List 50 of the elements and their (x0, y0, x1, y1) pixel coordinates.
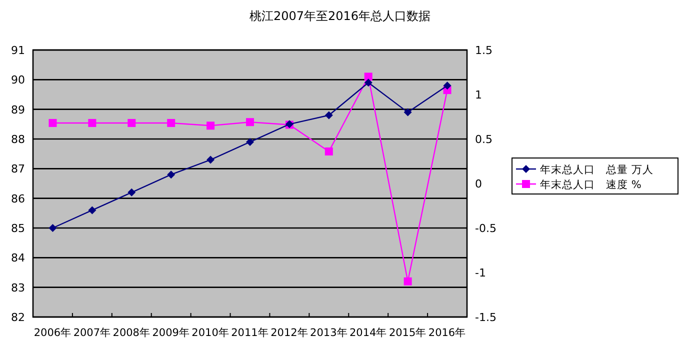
y2-tick-label: 0.5 (475, 133, 492, 146)
y-tick-label: 83 (11, 281, 25, 294)
point (48, 118, 57, 127)
x-tick-label: 2006年 (34, 327, 72, 339)
y-tick-label: 88 (11, 133, 25, 146)
point (167, 118, 176, 127)
point (324, 111, 333, 120)
x-tick-label: 2012年 (270, 327, 308, 339)
point (364, 78, 372, 87)
point (167, 170, 176, 179)
y-tick-label: 86 (11, 192, 25, 206)
point (364, 72, 372, 81)
y-tick-label: 84 (11, 252, 25, 265)
y2-tick-label: -0.5 (475, 222, 496, 235)
point (206, 122, 215, 130)
y2-tick-label: 1 (475, 88, 482, 102)
point (404, 277, 412, 286)
legend-label: 年末总人口 速度 % (540, 178, 642, 191)
y-tick-label: 91 (11, 44, 25, 57)
y2-tick-label: 0 (475, 178, 482, 190)
point (206, 156, 215, 164)
legend-label: 年末总人口 总量 万人 (540, 163, 654, 176)
point (88, 118, 96, 127)
y-tick-label: 82 (11, 311, 25, 324)
y2-tick-label: -1 (475, 266, 486, 280)
point (246, 118, 254, 126)
point (128, 118, 136, 127)
point (324, 147, 333, 156)
point (48, 224, 57, 232)
x-tick-label: 2013年 (310, 327, 348, 339)
point (246, 138, 254, 146)
x-tick-label: 2016年 (428, 327, 466, 339)
y-tick-label: 87 (11, 162, 25, 176)
point (128, 188, 136, 196)
y2-tick-label: 1.5 (475, 44, 492, 57)
x-tick-label: 2014年 (349, 327, 388, 339)
x-tick-label: 2010年 (192, 327, 230, 339)
point (404, 108, 412, 116)
chart-title: 桃江2007年至2016年总人口数据 (249, 9, 431, 23)
y2-tick-label: -1.5 (475, 311, 496, 324)
y-tick-label: 90 (11, 74, 25, 87)
y-tick-label: 85 (11, 222, 25, 235)
x-tick-label: 2008年 (112, 327, 151, 339)
y-tick-label: 89 (11, 103, 25, 116)
point (88, 206, 96, 214)
x-tick-label: 2007年 (73, 327, 112, 339)
point (443, 82, 452, 90)
x-tick-label: 2009年 (152, 327, 190, 339)
x-tick-label: 2011年 (231, 327, 269, 339)
x-tick-label: 2015年 (388, 327, 427, 339)
